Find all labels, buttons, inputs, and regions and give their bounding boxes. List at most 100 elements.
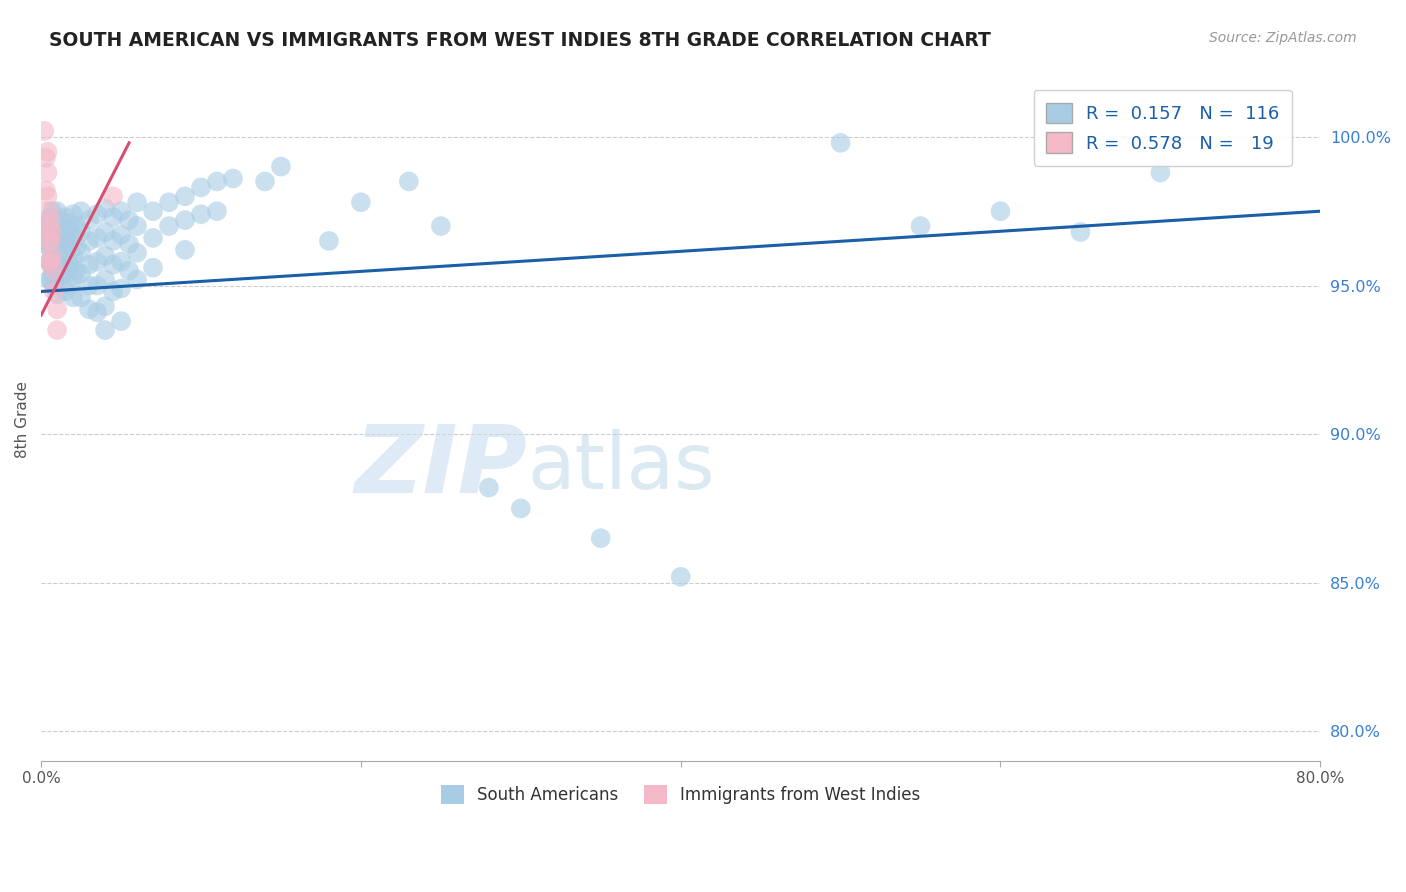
Point <box>58 240 80 254</box>
Point <box>41 267 63 281</box>
Point <box>62 269 84 284</box>
Point <box>51 225 73 239</box>
Point <box>205 174 228 188</box>
Point <box>253 174 276 188</box>
Point <box>77 302 100 317</box>
Point <box>53 267 76 281</box>
Point <box>94 323 117 337</box>
Point <box>53 227 76 242</box>
Point <box>53 210 76 224</box>
Point <box>94 201 117 215</box>
Point <box>42 263 65 277</box>
Point <box>478 481 501 495</box>
Point <box>70 225 93 239</box>
Point <box>38 204 60 219</box>
Point <box>1149 165 1171 179</box>
Point <box>142 260 165 275</box>
Point <box>101 285 124 299</box>
Point <box>46 287 69 301</box>
Point <box>101 189 124 203</box>
Point <box>70 290 93 304</box>
Point <box>62 227 84 242</box>
Point <box>157 219 180 233</box>
Point <box>51 243 73 257</box>
Point <box>39 258 62 272</box>
Point <box>118 263 141 277</box>
Point <box>41 219 63 233</box>
Point <box>39 234 62 248</box>
Point <box>350 195 373 210</box>
Point <box>101 210 124 224</box>
Point <box>37 234 59 248</box>
Point <box>86 254 108 268</box>
Point <box>142 231 165 245</box>
Point <box>44 269 66 284</box>
Point <box>46 254 69 268</box>
Point <box>94 249 117 263</box>
Point <box>190 207 212 221</box>
Point <box>398 174 420 188</box>
Point <box>174 189 197 203</box>
Point <box>35 151 58 165</box>
Point <box>205 204 228 219</box>
Point <box>39 225 62 239</box>
Point <box>59 258 82 272</box>
Point <box>65 263 87 277</box>
Point <box>101 258 124 272</box>
Point <box>77 278 100 293</box>
Point <box>94 225 117 239</box>
Point <box>125 272 148 286</box>
Point <box>39 272 62 286</box>
Point <box>62 207 84 221</box>
Point <box>38 272 60 286</box>
Point <box>509 501 531 516</box>
Point <box>38 219 60 233</box>
Point <box>110 204 132 219</box>
Point <box>58 222 80 236</box>
Point <box>59 236 82 251</box>
Point <box>430 219 453 233</box>
Point <box>41 234 63 248</box>
Point <box>46 204 69 219</box>
Point <box>53 245 76 260</box>
Point <box>41 225 63 239</box>
Point <box>990 204 1012 219</box>
Point <box>34 124 56 138</box>
Point <box>70 245 93 260</box>
Point <box>318 234 340 248</box>
Point <box>42 213 65 227</box>
Point <box>59 216 82 230</box>
Point <box>118 213 141 227</box>
Text: atlas: atlas <box>527 429 714 505</box>
Point <box>37 189 59 203</box>
Point <box>190 180 212 194</box>
Point <box>110 254 132 268</box>
Text: Source: ZipAtlas.com: Source: ZipAtlas.com <box>1209 31 1357 45</box>
Point <box>174 213 197 227</box>
Point <box>125 219 148 233</box>
Point <box>39 243 62 257</box>
Point <box>39 210 62 224</box>
Point <box>62 249 84 263</box>
Point <box>46 323 69 337</box>
Point <box>42 231 65 245</box>
Point <box>589 531 612 545</box>
Point <box>38 240 60 254</box>
Point <box>62 290 84 304</box>
Point <box>44 254 66 268</box>
Point <box>35 225 58 239</box>
Point <box>39 213 62 227</box>
Point <box>110 314 132 328</box>
Text: ZIP: ZIP <box>354 421 527 513</box>
Point <box>125 195 148 210</box>
Legend: South Americans, Immigrants from West Indies: South Americans, Immigrants from West In… <box>430 775 931 814</box>
Point <box>142 204 165 219</box>
Point <box>86 207 108 221</box>
Point <box>42 278 65 293</box>
Point <box>38 219 60 233</box>
Point <box>38 254 60 268</box>
Point <box>38 234 60 248</box>
Point <box>53 285 76 299</box>
Point <box>46 302 69 317</box>
Point <box>270 160 292 174</box>
